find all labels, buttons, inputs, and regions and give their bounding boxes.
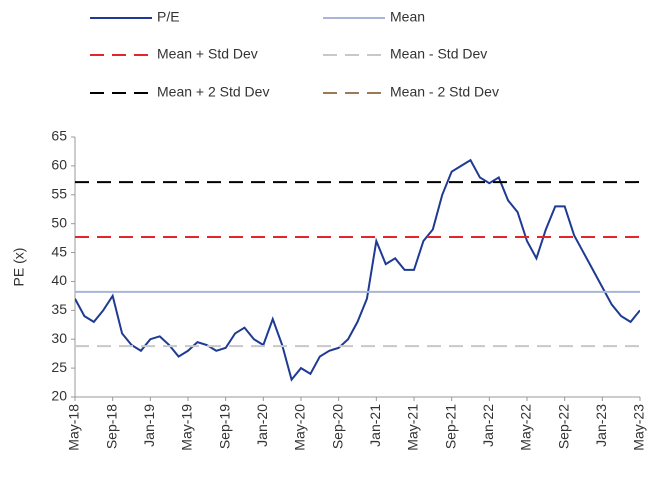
x-tick-label: Sep-21 — [442, 404, 458, 449]
legend-label: Mean - Std Dev — [390, 46, 487, 62]
y-axis-label: PE (x) — [11, 248, 27, 287]
x-tick-label: May-21 — [405, 404, 421, 451]
legend-label: Mean + Std Dev — [157, 46, 258, 62]
line-series — [75, 158, 640, 382]
y-tick-label: 50 — [51, 214, 67, 230]
x-tick-label: May-20 — [292, 404, 308, 451]
legend-label: Mean - 2 Std Dev — [390, 84, 499, 100]
x-tick-label: Sep-20 — [329, 404, 345, 449]
y-tick-label: 35 — [51, 301, 67, 317]
x-tick-label: Sep-22 — [555, 404, 571, 449]
x-tick-label: Sep-18 — [103, 404, 119, 449]
y-tick-label: 60 — [51, 157, 67, 173]
x-tick-label: Jan-21 — [367, 404, 383, 447]
y-tick-label: 65 — [51, 128, 67, 144]
y-tick-label: 45 — [51, 243, 67, 259]
y-tick-label: 25 — [51, 359, 67, 375]
x-tick-label: May-19 — [179, 404, 195, 451]
x-tick-label: Jan-23 — [593, 404, 609, 447]
y-tick-label: 40 — [51, 272, 67, 288]
x-tick-label: May-22 — [518, 404, 534, 451]
y-tick-label: 55 — [51, 185, 67, 201]
legend-label: P/E — [157, 9, 180, 25]
x-tick-label: Jan-22 — [480, 404, 496, 447]
x-tick-label: May-23 — [631, 404, 647, 451]
y-tick-label: 30 — [51, 330, 67, 346]
x-tick-label: Sep-19 — [216, 404, 232, 449]
x-tick-label: May-18 — [66, 404, 82, 451]
x-tick-label: Jan-20 — [254, 404, 270, 447]
x-tick-label: Jan-19 — [141, 404, 157, 447]
legend-label: Mean — [390, 9, 425, 25]
legend-label: Mean + 2 Std Dev — [157, 84, 269, 100]
y-tick-label: 20 — [51, 388, 67, 404]
